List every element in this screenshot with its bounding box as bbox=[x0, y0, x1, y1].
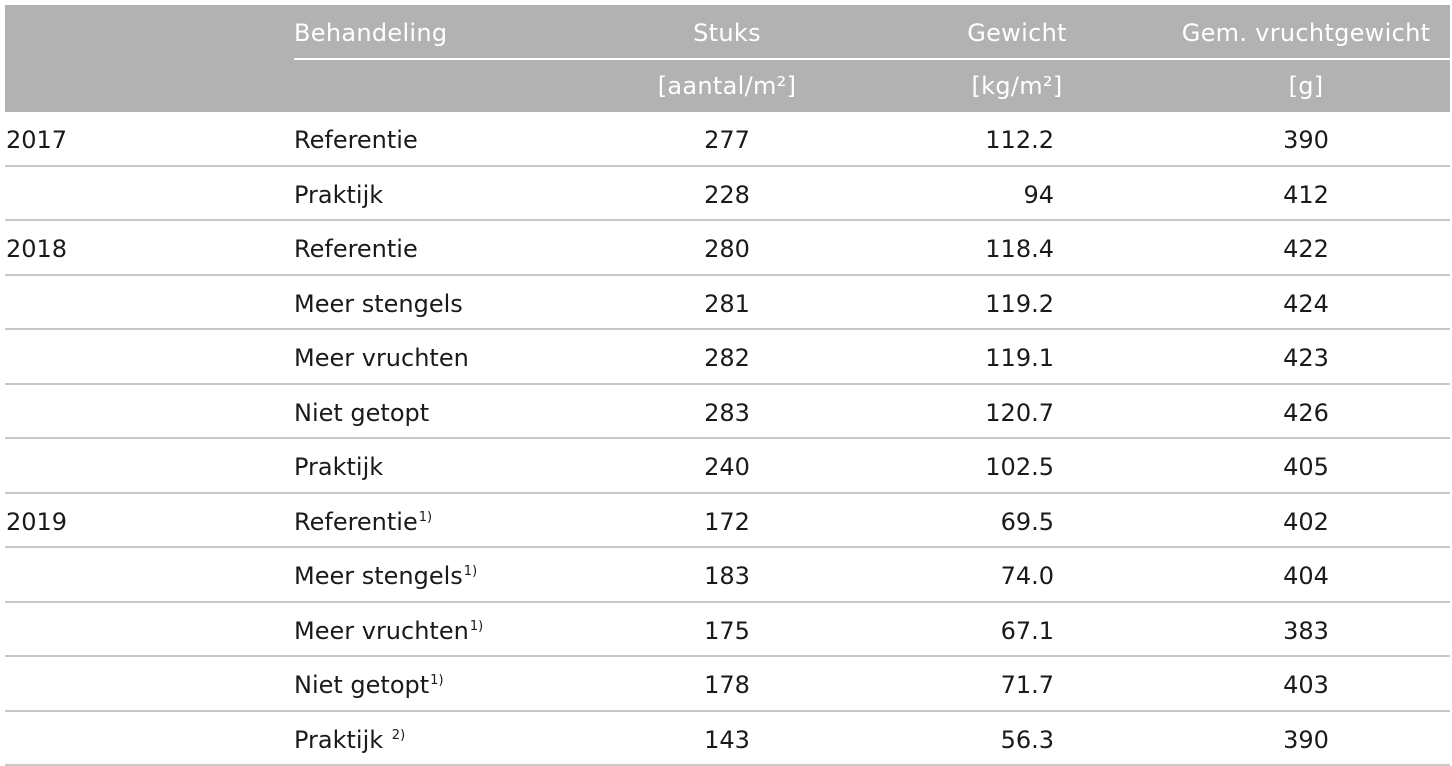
header-unit-avg-weight: [g] bbox=[1289, 72, 1324, 100]
avg-weight-cell: 404 bbox=[1283, 562, 1329, 590]
header-unit-weight: [kg/m²] bbox=[971, 72, 1062, 100]
count-cell: 283 bbox=[704, 399, 750, 427]
weight-cell: 56.3 bbox=[1001, 726, 1054, 754]
treatment-label: Meer stengels bbox=[294, 290, 463, 318]
treatment-cell: Praktijk bbox=[294, 181, 383, 209]
weight-cell: 119.1 bbox=[985, 344, 1054, 372]
table-row: 2019 Referentie1) 172 69.5 402 bbox=[5, 494, 1450, 549]
avg-weight-cell: 390 bbox=[1283, 126, 1329, 154]
header-weight: Gewicht bbox=[967, 19, 1067, 47]
treatment-label: Referentie bbox=[294, 235, 418, 263]
header-divider bbox=[294, 58, 1450, 60]
avg-weight-cell: 383 bbox=[1283, 617, 1329, 645]
header-count: Stuks bbox=[693, 19, 761, 47]
count-cell: 178 bbox=[704, 671, 750, 699]
treatment-label: Referentie bbox=[294, 126, 418, 154]
treatment-cell: Referentie bbox=[294, 235, 418, 263]
footnote-marker: 2) bbox=[392, 728, 405, 743]
treatment-label: Meer vruchten bbox=[294, 344, 469, 372]
weight-cell: 69.5 bbox=[1001, 508, 1054, 536]
count-cell: 228 bbox=[704, 181, 750, 209]
table-row: 2018 Referentie 280 118.4 422 bbox=[5, 221, 1450, 276]
table-row: Niet getopt1) 178 71.7 403 bbox=[5, 657, 1450, 712]
header-unit-count: [aantal/m²] bbox=[658, 72, 797, 100]
table-row: Praktijk 2) 143 56.3 390 bbox=[5, 712, 1450, 766]
treatment-label: Meer vruchten bbox=[294, 617, 469, 645]
treatment-label: Praktijk bbox=[294, 181, 383, 209]
avg-weight-cell: 390 bbox=[1283, 726, 1329, 754]
count-cell: 280 bbox=[704, 235, 750, 263]
footnote-marker: 1) bbox=[470, 619, 483, 634]
treatment-cell: Praktijk bbox=[294, 453, 383, 481]
year-cell: 2019 bbox=[6, 508, 67, 536]
count-cell: 183 bbox=[704, 562, 750, 590]
table-row: Meer vruchten1) 175 67.1 383 bbox=[5, 603, 1450, 658]
table-row: Meer vruchten 282 119.1 423 bbox=[5, 330, 1450, 385]
avg-weight-cell: 402 bbox=[1283, 508, 1329, 536]
avg-weight-cell: 423 bbox=[1283, 344, 1329, 372]
avg-weight-cell: 412 bbox=[1283, 181, 1329, 209]
count-cell: 240 bbox=[704, 453, 750, 481]
weight-cell: 94 bbox=[1023, 181, 1054, 209]
weight-cell: 112.2 bbox=[985, 126, 1054, 154]
count-cell: 282 bbox=[704, 344, 750, 372]
count-cell: 172 bbox=[704, 508, 750, 536]
count-cell: 281 bbox=[704, 290, 750, 318]
table-row: Praktijk 228 94 412 bbox=[5, 167, 1450, 222]
header-treatment: Behandeling bbox=[294, 19, 447, 47]
treatment-cell: Meer stengels bbox=[294, 290, 463, 318]
count-cell: 277 bbox=[704, 126, 750, 154]
weight-cell: 74.0 bbox=[1001, 562, 1054, 590]
weight-cell: 118.4 bbox=[985, 235, 1054, 263]
treatment-cell: Praktijk 2) bbox=[294, 726, 405, 754]
avg-weight-cell: 405 bbox=[1283, 453, 1329, 481]
year-cell: 2017 bbox=[6, 126, 67, 154]
count-cell: 143 bbox=[704, 726, 750, 754]
avg-weight-cell: 403 bbox=[1283, 671, 1329, 699]
treatment-label: Praktijk bbox=[294, 726, 391, 754]
treatment-cell: Referentie1) bbox=[294, 508, 432, 536]
weight-cell: 102.5 bbox=[985, 453, 1054, 481]
treatment-label: Niet getopt bbox=[294, 399, 429, 427]
avg-weight-cell: 426 bbox=[1283, 399, 1329, 427]
footnote-marker: 1) bbox=[419, 510, 432, 525]
yield-table: Behandeling Stuks Gewicht Gem. vruchtgew… bbox=[5, 5, 1450, 766]
footnote-marker: 1) bbox=[430, 673, 443, 688]
treatment-label: Niet getopt bbox=[294, 671, 429, 699]
treatment-label: Praktijk bbox=[294, 453, 383, 481]
treatment-cell: Meer stengels1) bbox=[294, 562, 477, 590]
weight-cell: 119.2 bbox=[985, 290, 1054, 318]
count-cell: 175 bbox=[704, 617, 750, 645]
treatment-cell: Niet getopt bbox=[294, 399, 429, 427]
treatment-cell: Meer vruchten1) bbox=[294, 617, 483, 645]
treatment-cell: Niet getopt1) bbox=[294, 671, 444, 699]
table-row: Praktijk 240 102.5 405 bbox=[5, 439, 1450, 494]
avg-weight-cell: 422 bbox=[1283, 235, 1329, 263]
weight-cell: 71.7 bbox=[1001, 671, 1054, 699]
treatment-label: Referentie bbox=[294, 508, 418, 536]
treatment-cell: Referentie bbox=[294, 126, 418, 154]
treatment-cell: Meer vruchten bbox=[294, 344, 469, 372]
year-cell: 2018 bbox=[6, 235, 67, 263]
weight-cell: 67.1 bbox=[1001, 617, 1054, 645]
header-avg-fruit-weight: Gem. vruchtgewicht bbox=[1182, 19, 1431, 47]
table-row: Meer stengels 281 119.2 424 bbox=[5, 276, 1450, 331]
treatment-label: Meer stengels bbox=[294, 562, 463, 590]
avg-weight-cell: 424 bbox=[1283, 290, 1329, 318]
weight-cell: 120.7 bbox=[985, 399, 1054, 427]
table-row: Niet getopt 283 120.7 426 bbox=[5, 385, 1450, 440]
footnote-marker: 1) bbox=[464, 564, 477, 579]
table-row: 2017 Referentie 277 112.2 390 bbox=[5, 112, 1450, 167]
table-body: 2017 Referentie 277 112.2 390 Praktijk 228 94 41… bbox=[5, 112, 1450, 766]
table-header: Behandeling Stuks Gewicht Gem. vruchtgew… bbox=[5, 5, 1450, 112]
table-row: Meer stengels1) 183 74.0 404 bbox=[5, 548, 1450, 603]
